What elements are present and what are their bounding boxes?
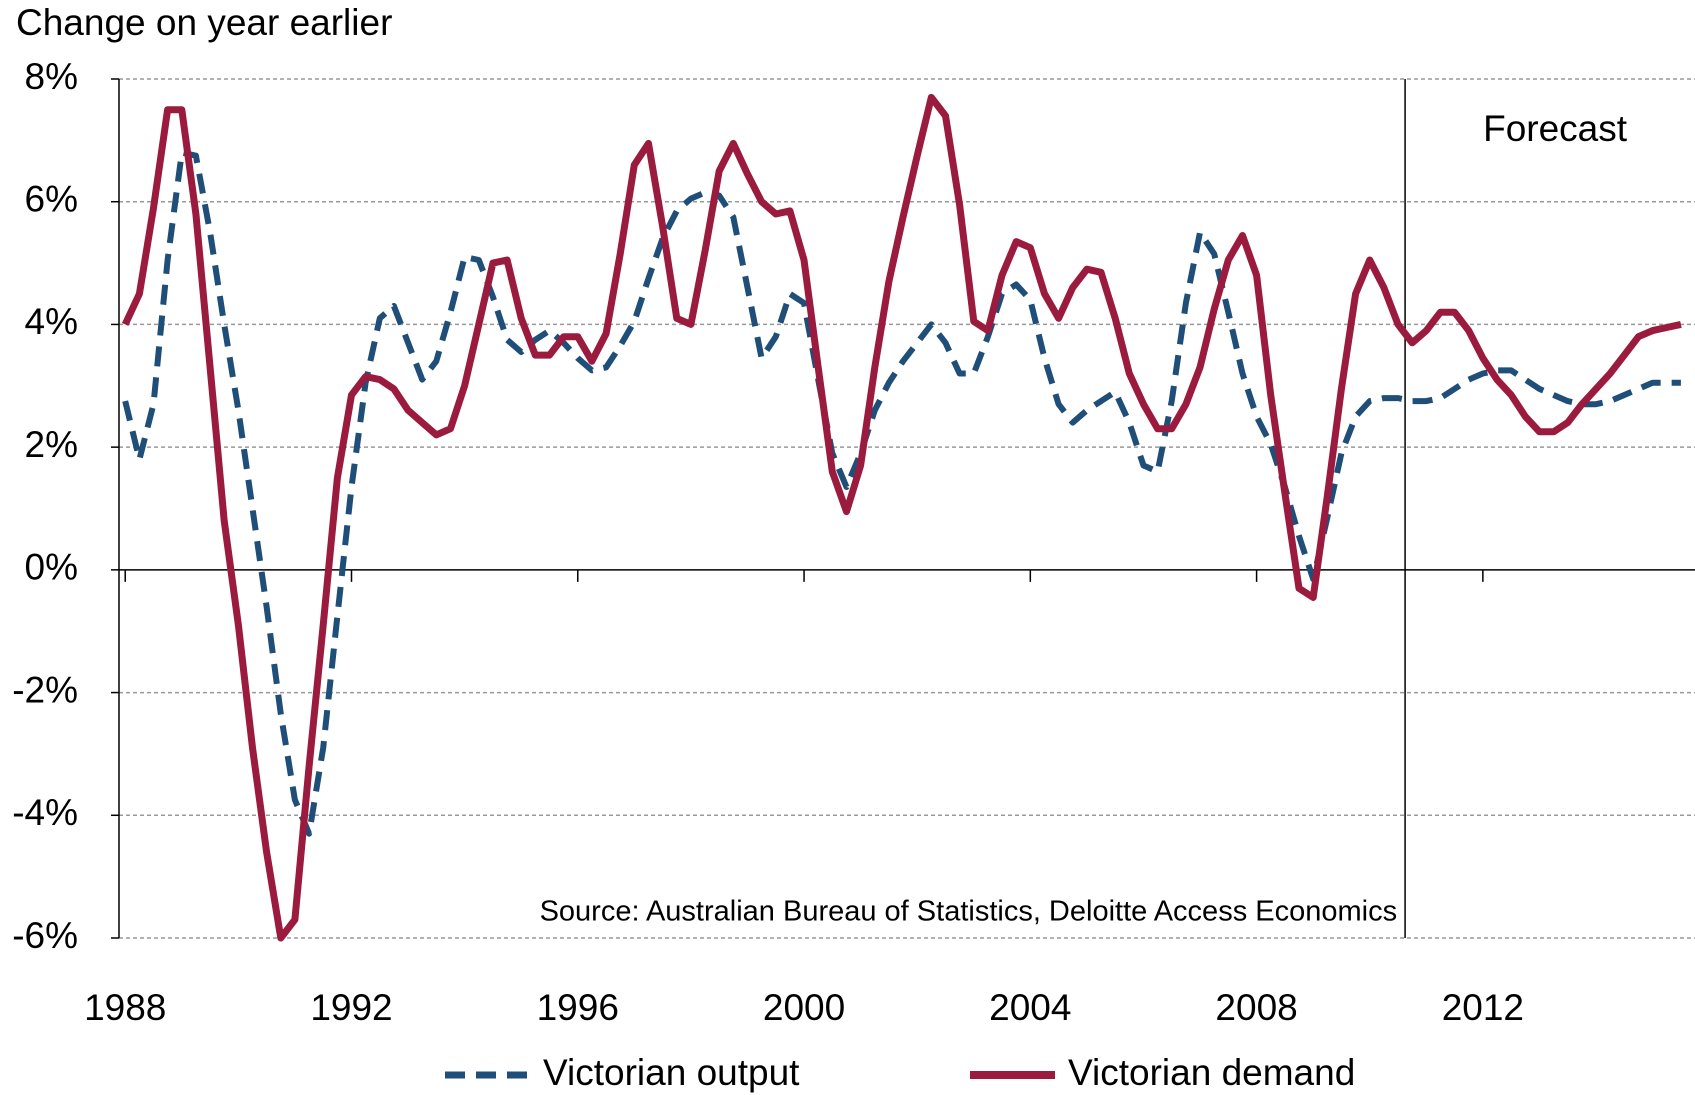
legend-label: Victorian demand xyxy=(1068,1052,1355,1093)
y-axis-label: Change on year earlier xyxy=(16,2,392,43)
y-tick-label: -6% xyxy=(12,915,78,956)
y-tick-label: -4% xyxy=(12,792,78,833)
x-tick-label: 2012 xyxy=(1442,987,1524,1028)
x-tick-label: 2000 xyxy=(763,987,845,1028)
y-tick-label: 8% xyxy=(25,56,78,97)
x-tick-label: 2004 xyxy=(989,987,1071,1028)
x-tick-label: 1988 xyxy=(84,987,166,1028)
y-tick-label: 2% xyxy=(25,424,78,465)
legend-label: Victorian output xyxy=(543,1052,800,1093)
y-tick-label: 4% xyxy=(25,301,78,342)
x-tick-label: 2008 xyxy=(1215,987,1297,1028)
x-tick-label: 1996 xyxy=(537,987,619,1028)
forecast-label: Forecast xyxy=(1483,108,1628,149)
y-tick-label: -2% xyxy=(12,669,78,710)
series-line xyxy=(122,149,1681,837)
x-tick-label: 1992 xyxy=(310,987,392,1028)
series-line xyxy=(122,93,1682,942)
y-tick-label: 6% xyxy=(25,178,78,219)
y-tick-label: 0% xyxy=(25,547,78,588)
source-note: Source: Australian Bureau of Statistics,… xyxy=(540,896,1398,928)
